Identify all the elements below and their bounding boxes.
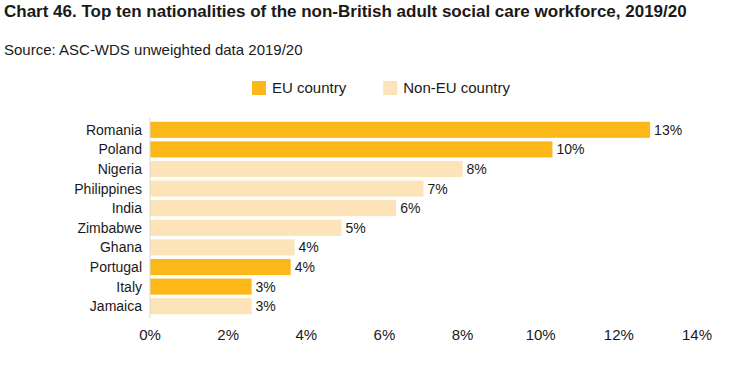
data-label: 8% xyxy=(467,161,487,177)
legend-label: EU country xyxy=(272,79,347,96)
bar xyxy=(150,298,252,314)
bar xyxy=(150,141,552,157)
category-label: Romania xyxy=(86,122,142,138)
bar xyxy=(150,279,252,295)
bar xyxy=(150,239,295,255)
category-label: Zimbabwe xyxy=(77,220,142,236)
tick-label: 4% xyxy=(295,326,317,343)
tick-label: 6% xyxy=(374,326,396,343)
category-label: Italy xyxy=(116,279,142,295)
data-label: 3% xyxy=(256,279,276,295)
bar xyxy=(150,122,650,138)
title: Chart 46. Top ten nationalities of the n… xyxy=(4,2,746,21)
category-label: Nigeria xyxy=(98,161,143,177)
category-label: Jamaica xyxy=(90,298,142,314)
data-label: 5% xyxy=(345,220,365,236)
data-label: 4% xyxy=(299,239,319,255)
bar xyxy=(150,259,291,275)
category-label: Poland xyxy=(98,141,142,157)
bar xyxy=(150,161,463,177)
category-label: Portugal xyxy=(90,259,142,275)
data-label: 3% xyxy=(256,298,276,314)
tick-label: 10% xyxy=(526,326,556,343)
data-label: 4% xyxy=(295,259,315,275)
tick-label: 12% xyxy=(604,326,634,343)
bar xyxy=(150,200,396,216)
data-label: 13% xyxy=(654,122,682,138)
subtitle: Source: ASC-WDS unweighted data 2019/20 xyxy=(4,41,303,58)
data-label: 7% xyxy=(428,181,448,197)
tick-label: 8% xyxy=(452,326,474,343)
data-label: 10% xyxy=(556,141,584,157)
data-label: 6% xyxy=(400,200,420,216)
category-label: India xyxy=(112,200,143,216)
legend-label: Non-EU country xyxy=(403,79,510,96)
chart: EU country Non-EU country Romania Poland Nig… xyxy=(0,0,750,374)
legend-swatch xyxy=(252,81,266,95)
category-label: Philippines xyxy=(74,181,142,197)
tick-label: 2% xyxy=(217,326,239,343)
tick-label: 0% xyxy=(139,326,161,343)
legend-swatch xyxy=(383,81,397,95)
tick-label: 14% xyxy=(682,326,712,343)
bars xyxy=(150,122,650,314)
category-label: Ghana xyxy=(100,239,142,255)
bar xyxy=(150,220,341,236)
bar xyxy=(150,181,424,197)
axis-line xyxy=(150,118,151,318)
